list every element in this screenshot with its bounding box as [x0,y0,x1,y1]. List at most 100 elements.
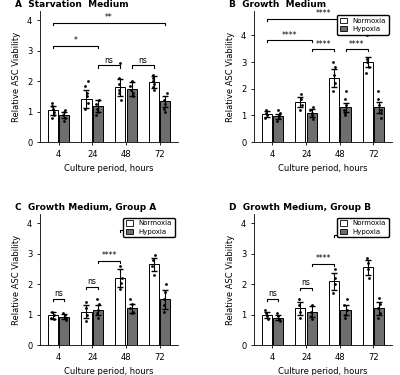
Point [163,281,170,287]
Bar [262,315,272,345]
Point [275,313,281,319]
Bar [82,99,92,142]
Point [375,315,382,321]
Point [296,296,302,302]
Point [94,307,101,313]
Bar [295,309,306,345]
Point [151,81,157,87]
Point [332,80,338,86]
Point [377,107,384,113]
Point [150,272,157,278]
Point [375,88,381,94]
Point [127,296,134,302]
Bar [160,299,170,345]
Point [276,112,282,118]
Text: ns: ns [54,289,63,298]
Y-axis label: Relative ASC Viability: Relative ASC Viability [226,32,235,122]
Point [48,100,55,106]
Point [341,107,347,113]
Point [366,64,372,70]
Point [310,104,316,110]
Point [264,112,270,118]
Text: C  Growth Medium, Group A: C Growth Medium, Group A [15,203,156,212]
Point [50,312,57,318]
Bar [115,87,125,142]
Point [62,315,69,321]
Point [116,87,122,93]
Point [49,116,56,122]
X-axis label: Culture period, hours: Culture period, hours [278,164,368,173]
Point [344,307,350,313]
Point [364,255,370,261]
Point [297,91,304,97]
Bar [48,315,58,345]
Point [62,312,68,318]
Point [274,310,281,316]
Y-axis label: Relative ASC Viability: Relative ASC Viability [12,32,22,122]
Bar [93,106,103,142]
Point [150,87,157,93]
Point [128,301,135,307]
Point [364,32,370,38]
Point [263,310,269,316]
Point [83,306,89,312]
Point [342,110,348,116]
Point [61,109,68,115]
Point [329,88,336,94]
Point [342,312,348,318]
Text: ns: ns [104,56,114,65]
Bar [363,62,373,142]
Point [330,72,337,78]
X-axis label: Culture period, hours: Culture period, hours [278,367,368,375]
Point [93,112,100,118]
Point [342,315,348,321]
Point [116,81,122,87]
Text: ****: **** [315,40,331,49]
Legend: Normoxia, Hypoxia: Normoxia, Hypoxia [123,217,174,237]
Point [307,107,314,113]
Point [160,96,167,102]
Point [377,110,384,116]
Point [342,96,349,102]
Point [62,317,69,323]
Point [84,100,91,106]
Point [276,316,282,322]
Point [130,90,136,96]
Text: ns: ns [302,279,310,288]
Legend: Normoxia, Hypoxia: Normoxia, Hypoxia [337,217,388,237]
Point [162,289,168,295]
Point [116,90,122,96]
Point [152,252,158,258]
Point [262,115,269,121]
Point [309,316,315,322]
Bar [295,102,306,142]
Point [265,316,272,322]
Point [83,299,89,305]
Bar [126,89,137,142]
Point [82,83,88,89]
Point [60,112,66,118]
Bar [374,107,384,142]
Bar [307,113,317,142]
Bar [273,318,283,345]
Point [343,88,349,94]
Point [330,59,336,65]
X-axis label: Culture period, hours: Culture period, hours [64,367,154,375]
Bar [329,281,339,345]
Bar [93,310,103,345]
Bar [115,278,125,345]
Text: *: * [74,36,77,45]
Text: ****: **** [349,40,364,49]
Bar [149,82,159,142]
Point [61,118,67,124]
Point [364,266,371,272]
Point [296,302,302,308]
Point [50,106,56,112]
Point [162,101,168,107]
Point [277,318,283,324]
Point [130,309,136,315]
Point [117,286,123,292]
Point [149,263,156,269]
Bar [340,310,350,345]
Point [332,64,338,70]
